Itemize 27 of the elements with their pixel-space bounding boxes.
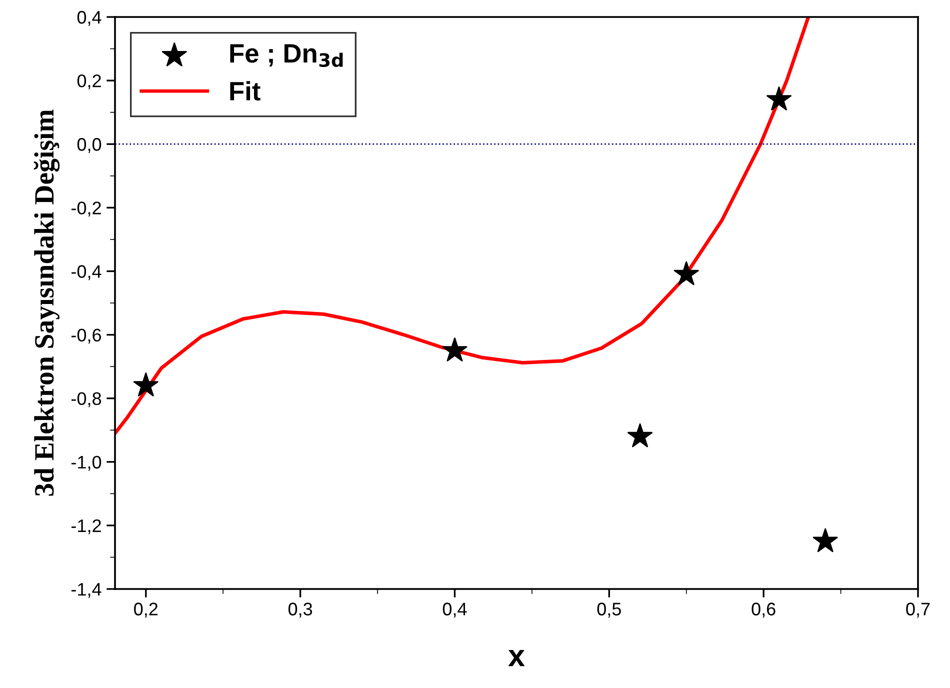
line-series bbox=[115, 17, 810, 436]
y-tick-label: 0,2 bbox=[77, 74, 101, 90]
x-tick-label: 0,7 bbox=[906, 602, 930, 618]
y-tick-label: -0,8 bbox=[72, 392, 102, 408]
y-tick-label: -0,4 bbox=[72, 265, 102, 280]
y-tick-label: -0,6 bbox=[72, 328, 102, 344]
y-tick-label: -0,2 bbox=[72, 202, 101, 217]
point bbox=[442, 338, 468, 362]
x-tick-label: 0,4 bbox=[442, 602, 467, 618]
x-tick-label: 0,3 bbox=[288, 602, 312, 618]
x-tick-label: 0,5 bbox=[597, 602, 621, 618]
point bbox=[133, 372, 158, 396]
x-axis-title: x bbox=[508, 650, 525, 666]
legend-label: Fit bbox=[230, 81, 260, 101]
point bbox=[812, 528, 838, 552]
y-tick-label: -1,4 bbox=[72, 583, 102, 598]
point bbox=[674, 261, 699, 286]
y-tick-label: -1,2 bbox=[72, 519, 101, 534]
point bbox=[628, 423, 653, 448]
legend-label: Fe ; Dn$_{3d}$ bbox=[230, 44, 343, 68]
x-tick-label: 0,6 bbox=[752, 602, 776, 618]
point bbox=[766, 86, 792, 110]
y-tick-label: 0,0 bbox=[77, 138, 102, 153]
y-tick-label: -1,0 bbox=[72, 456, 102, 471]
y-axis-title: 3d Elektron Sayısındaki Değişim bbox=[34, 110, 60, 496]
y-tick-label: 0,4 bbox=[77, 10, 102, 26]
x-tick-label: 0,2 bbox=[134, 602, 158, 618]
